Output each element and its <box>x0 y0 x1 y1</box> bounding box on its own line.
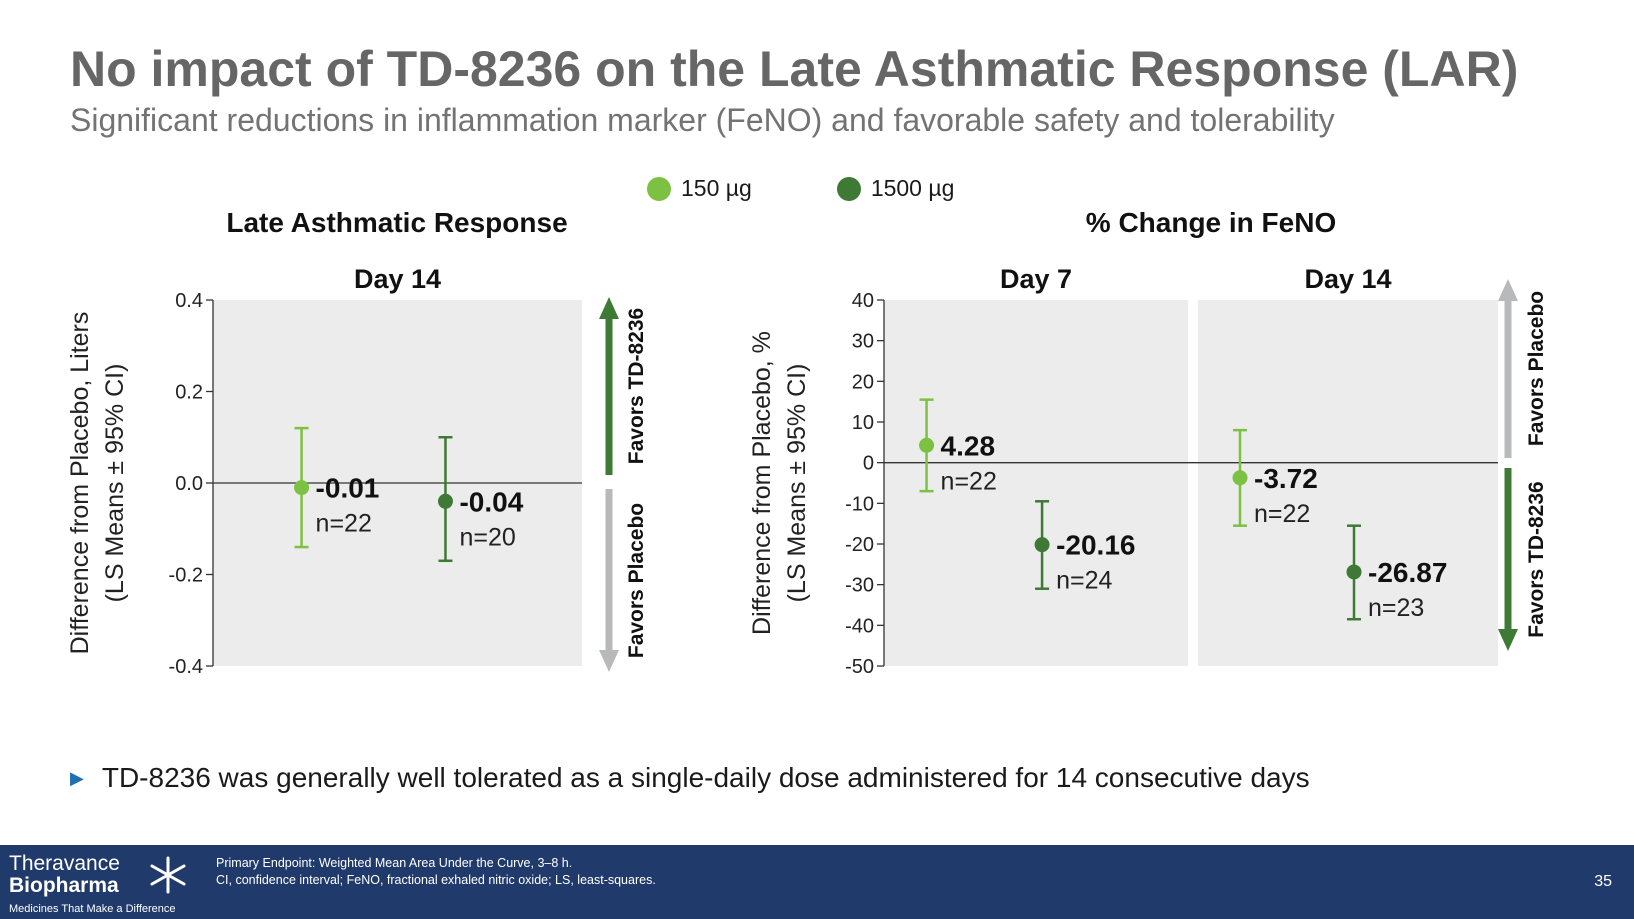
y-axis-label-sub: (LS Means ± 95% CI) <box>783 364 811 603</box>
n-label: n=22 <box>316 510 372 538</box>
legend-label-1500: 1500 µg <box>870 175 955 201</box>
slide-subtitle: Significant reductions in inflammation m… <box>70 102 1335 138</box>
n-label: n=22 <box>1254 500 1310 528</box>
y-tick-label: 0.4 <box>175 290 203 312</box>
y-tick-label: 20 <box>852 371 874 393</box>
footnote-2: CI, confidence interval; FeNO, fractiona… <box>216 873 656 887</box>
data-label: -3.72 <box>1254 463 1318 494</box>
data-point <box>294 480 310 496</box>
arrow-down-label: Favors TD-8236 <box>1525 481 1548 637</box>
legend-marker-150 <box>647 176 671 201</box>
logo-tagline: Medicines That Make a Difference <box>9 903 176 915</box>
arrow-up-label: Favors Placebo <box>1525 291 1548 446</box>
data-point <box>1232 470 1248 486</box>
arrow-down-head <box>1498 629 1518 651</box>
legend-item-150: 150 µg <box>647 175 752 202</box>
y-axis-label-sub: (LS Means ± 95% CI) <box>101 364 129 603</box>
logo-star-icon <box>150 856 186 894</box>
data-label: -26.87 <box>1368 557 1447 588</box>
legend-item-1500: 1500 µg <box>836 175 955 202</box>
data-label: 4.28 <box>941 430 996 461</box>
panel-title: Day 7 <box>1000 264 1072 294</box>
footnotes: Primary Endpoint: Weighted Mean Area Und… <box>216 855 656 889</box>
y-tick-label: -0.4 <box>169 656 203 678</box>
arrow-down-head <box>599 650 619 672</box>
company-logo: Theravance Biopharma Medicines That Make… <box>9 852 176 916</box>
y-tick-label: -40 <box>845 615 874 637</box>
y-axis-label: Difference from Placebo, % <box>748 331 776 635</box>
panel-background <box>884 300 1188 666</box>
arrow-up-head <box>1498 279 1518 301</box>
bullet-marker-icon: ▶ <box>70 767 84 788</box>
legend-label-150: 150 µg <box>681 175 752 201</box>
y-tick-label: -50 <box>845 656 874 678</box>
arrow-up-label: Favors TD-8236 <box>625 308 648 464</box>
y-tick-label: 0.2 <box>175 382 203 404</box>
y-tick-label: 0.0 <box>175 473 203 495</box>
y-tick-label: -30 <box>845 575 874 597</box>
panel-title: Day 14 <box>1304 264 1391 294</box>
data-point <box>919 437 935 453</box>
n-label: n=22 <box>941 467 997 495</box>
slide-title: No impact of TD-8236 on the Late Asthmat… <box>70 41 1519 97</box>
panel-background <box>1198 300 1498 666</box>
footnote-1: Primary Endpoint: Weighted Mean Area Und… <box>216 856 573 870</box>
data-point <box>437 493 453 509</box>
y-tick-label: 0 <box>863 453 874 475</box>
data-label: -0.04 <box>459 486 523 517</box>
y-tick-label: 40 <box>852 290 874 312</box>
y-tick-label: -0.2 <box>169 565 203 587</box>
page-number: 35 <box>1594 873 1612 890</box>
logo-line2: Biopharma <box>9 874 119 897</box>
y-axis-label: Difference from Placebo, Liters <box>66 312 94 655</box>
chart-title: Late Asthmatic Response <box>226 207 567 238</box>
legend-marker-1500 <box>836 176 861 201</box>
y-tick-label: 10 <box>852 412 874 434</box>
y-tick-label: -20 <box>845 534 874 556</box>
data-label: -20.16 <box>1056 530 1135 561</box>
charts-canvas: Late Asthmatic Response Day 14 0.4 0.2 0.0 -0… <box>66 207 1548 678</box>
panel-title: Day 14 <box>354 264 441 294</box>
arrow-down-label: Favors Placebo <box>625 503 648 658</box>
chart-title: % Change in FeNO <box>1086 207 1336 238</box>
n-label: n=23 <box>1368 594 1424 622</box>
logo-line1: Theravance <box>9 852 120 875</box>
n-label: n=20 <box>459 523 515 551</box>
arrow-up-head <box>599 297 619 319</box>
data-label: -0.01 <box>316 473 380 504</box>
chart-legend: 150 µg 1500 µg <box>647 175 1039 202</box>
bullet-text: TD-8236 was generally well tolerated as … <box>101 762 1310 793</box>
y-tick-label: -10 <box>845 493 874 515</box>
data-point <box>1034 537 1050 553</box>
n-label: n=24 <box>1056 567 1112 595</box>
bullet-point: ▶ TD-8236 was generally well tolerated a… <box>70 762 1310 794</box>
data-point <box>1346 564 1362 580</box>
y-tick-label: 30 <box>852 331 874 353</box>
footer-bar: Theravance Biopharma Medicines That Make… <box>0 845 1634 919</box>
